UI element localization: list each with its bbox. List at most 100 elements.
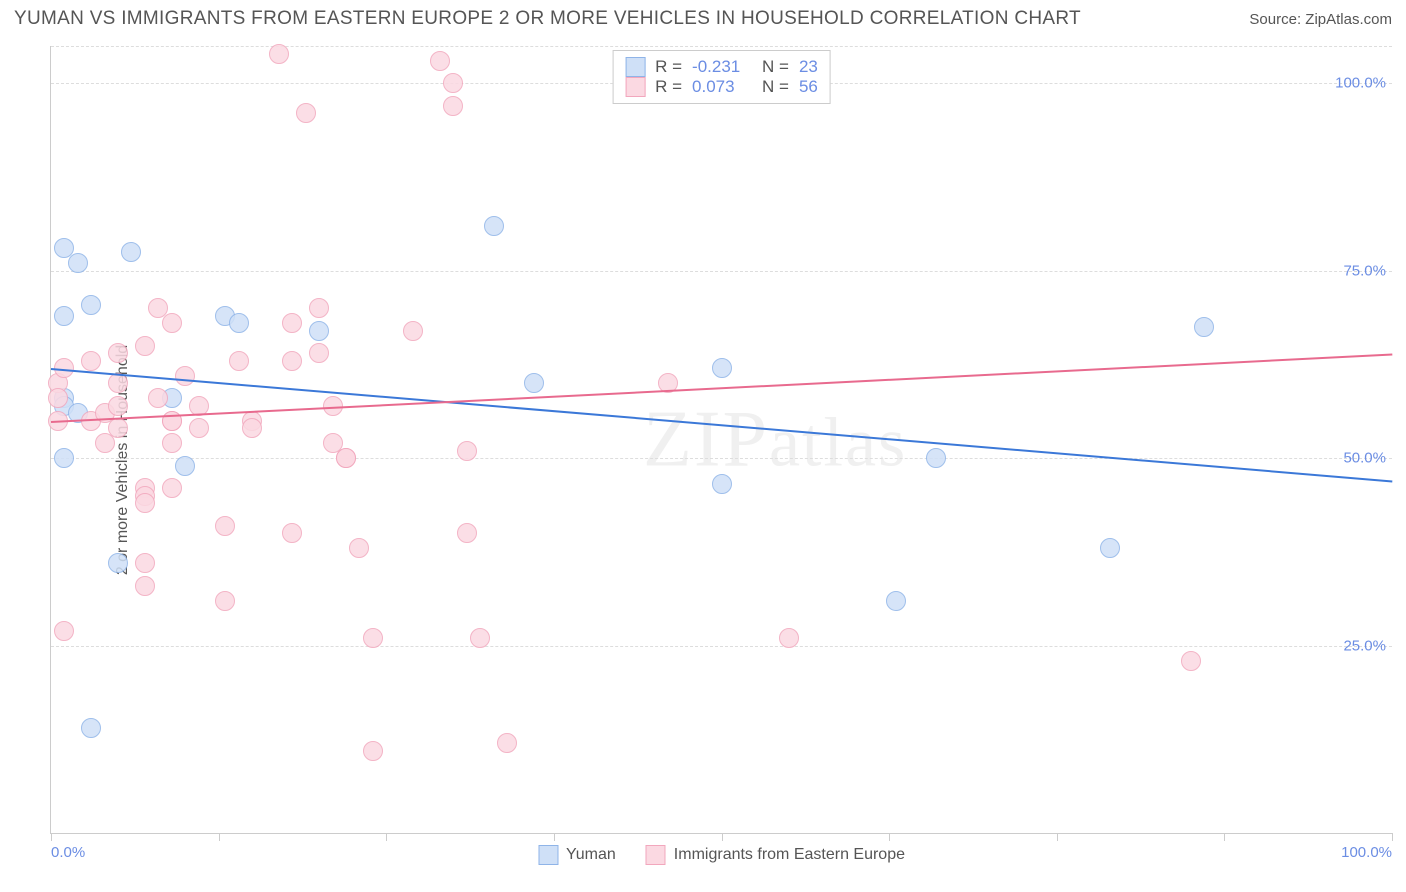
scatter-point-immigrants xyxy=(282,313,302,333)
scatter-point-immigrants xyxy=(242,418,262,438)
stat-n-label: N = xyxy=(762,57,789,77)
scatter-point-immigrants xyxy=(108,418,128,438)
scatter-point-immigrants xyxy=(135,493,155,513)
scatter-point-immigrants xyxy=(1181,651,1201,671)
scatter-point-immigrants xyxy=(403,321,423,341)
scatter-point-immigrants xyxy=(81,351,101,371)
scatter-point-yuman xyxy=(108,553,128,573)
scatter-point-immigrants xyxy=(336,448,356,468)
scatter-point-immigrants xyxy=(175,366,195,386)
legend-row-yuman: R = -0.231 N = 23 xyxy=(625,57,818,77)
scatter-point-immigrants xyxy=(430,51,450,71)
gridline xyxy=(51,646,1392,647)
x-tick xyxy=(889,833,890,841)
scatter-point-yuman xyxy=(886,591,906,611)
x-tick xyxy=(51,833,52,841)
scatter-point-yuman xyxy=(1194,317,1214,337)
legend-swatch xyxy=(625,57,645,77)
stat-n-label: N = xyxy=(762,77,789,97)
legend-label: Yuman xyxy=(566,846,616,864)
scatter-point-yuman xyxy=(712,358,732,378)
x-tick xyxy=(1224,833,1225,841)
scatter-point-immigrants xyxy=(135,336,155,356)
legend-swatch xyxy=(646,845,666,865)
legend-item-yuman: Yuman xyxy=(538,845,616,865)
y-tick-label: 25.0% xyxy=(1343,637,1386,654)
gridline xyxy=(51,458,1392,459)
scatter-point-immigrants xyxy=(779,628,799,648)
scatter-point-immigrants xyxy=(148,388,168,408)
scatter-point-immigrants xyxy=(108,373,128,393)
y-tick-label: 50.0% xyxy=(1343,450,1386,467)
x-tick xyxy=(1057,833,1058,841)
x-tick-label: 100.0% xyxy=(1341,844,1392,861)
scatter-point-immigrants xyxy=(443,96,463,116)
x-tick xyxy=(386,833,387,841)
scatter-point-immigrants xyxy=(349,538,369,558)
scatter-point-immigrants xyxy=(269,44,289,64)
gridline xyxy=(51,271,1392,272)
legend-label: Immigrants from Eastern Europe xyxy=(674,846,905,864)
correlation-legend: R = -0.231 N = 23 R = 0.073 N = 56 xyxy=(612,50,831,104)
x-tick xyxy=(722,833,723,841)
gridline xyxy=(51,46,1392,47)
legend-item-immigrants: Immigrants from Eastern Europe xyxy=(646,845,905,865)
scatter-point-yuman xyxy=(54,448,74,468)
x-tick xyxy=(1392,833,1393,841)
scatter-point-immigrants xyxy=(363,741,383,761)
scatter-point-immigrants xyxy=(497,733,517,753)
x-tick-label: 0.0% xyxy=(51,844,85,861)
legend-swatch xyxy=(538,845,558,865)
scatter-point-yuman xyxy=(81,718,101,738)
series-legend: Yuman Immigrants from Eastern Europe xyxy=(538,845,905,865)
scatter-point-yuman xyxy=(229,313,249,333)
scatter-point-immigrants xyxy=(229,351,249,371)
scatter-point-yuman xyxy=(175,456,195,476)
x-tick xyxy=(219,833,220,841)
scatter-point-immigrants xyxy=(189,418,209,438)
stat-r-value: -0.231 xyxy=(692,57,752,77)
scatter-point-immigrants xyxy=(48,388,68,408)
scatter-point-immigrants xyxy=(457,523,477,543)
stat-n-value: 56 xyxy=(799,77,818,97)
scatter-point-yuman xyxy=(484,216,504,236)
scatter-point-immigrants xyxy=(296,103,316,123)
scatter-point-immigrants xyxy=(162,478,182,498)
scatter-point-yuman xyxy=(1100,538,1120,558)
scatter-point-immigrants xyxy=(135,553,155,573)
scatter-point-yuman xyxy=(926,448,946,468)
scatter-point-immigrants xyxy=(108,396,128,416)
scatter-point-immigrants xyxy=(162,433,182,453)
scatter-point-immigrants xyxy=(162,313,182,333)
source-attribution: Source: ZipAtlas.com xyxy=(1249,11,1392,28)
legend-row-immigrants: R = 0.073 N = 56 xyxy=(625,77,818,97)
scatter-point-yuman xyxy=(81,295,101,315)
scatter-point-yuman xyxy=(712,474,732,494)
scatter-point-immigrants xyxy=(215,516,235,536)
stat-r-label: R = xyxy=(655,77,682,97)
plot-area: ZIPatlas 25.0%50.0%75.0%100.0%0.0%100.0%… xyxy=(50,46,1392,834)
scatter-point-immigrants xyxy=(282,523,302,543)
scatter-point-immigrants xyxy=(309,298,329,318)
scatter-point-immigrants xyxy=(54,621,74,641)
scatter-point-immigrants xyxy=(309,343,329,363)
y-tick-label: 75.0% xyxy=(1343,262,1386,279)
scatter-point-immigrants xyxy=(443,73,463,93)
stat-r-label: R = xyxy=(655,57,682,77)
legend-swatch xyxy=(625,77,645,97)
scatter-point-yuman xyxy=(68,253,88,273)
watermark: ZIPatlas xyxy=(643,394,907,485)
scatter-point-immigrants xyxy=(108,343,128,363)
stat-r-value: 0.073 xyxy=(692,77,752,97)
x-tick xyxy=(554,833,555,841)
stat-n-value: 23 xyxy=(799,57,818,77)
scatter-point-immigrants xyxy=(363,628,383,648)
chart-container: 2 or more Vehicles in Household ZIPatlas… xyxy=(14,46,1392,874)
scatter-point-immigrants xyxy=(215,591,235,611)
scatter-point-immigrants xyxy=(470,628,490,648)
scatter-point-yuman xyxy=(121,242,141,262)
chart-title: YUMAN VS IMMIGRANTS FROM EASTERN EUROPE … xyxy=(14,8,1081,30)
scatter-point-immigrants xyxy=(135,576,155,596)
y-tick-label: 100.0% xyxy=(1335,75,1386,92)
scatter-point-yuman xyxy=(309,321,329,341)
